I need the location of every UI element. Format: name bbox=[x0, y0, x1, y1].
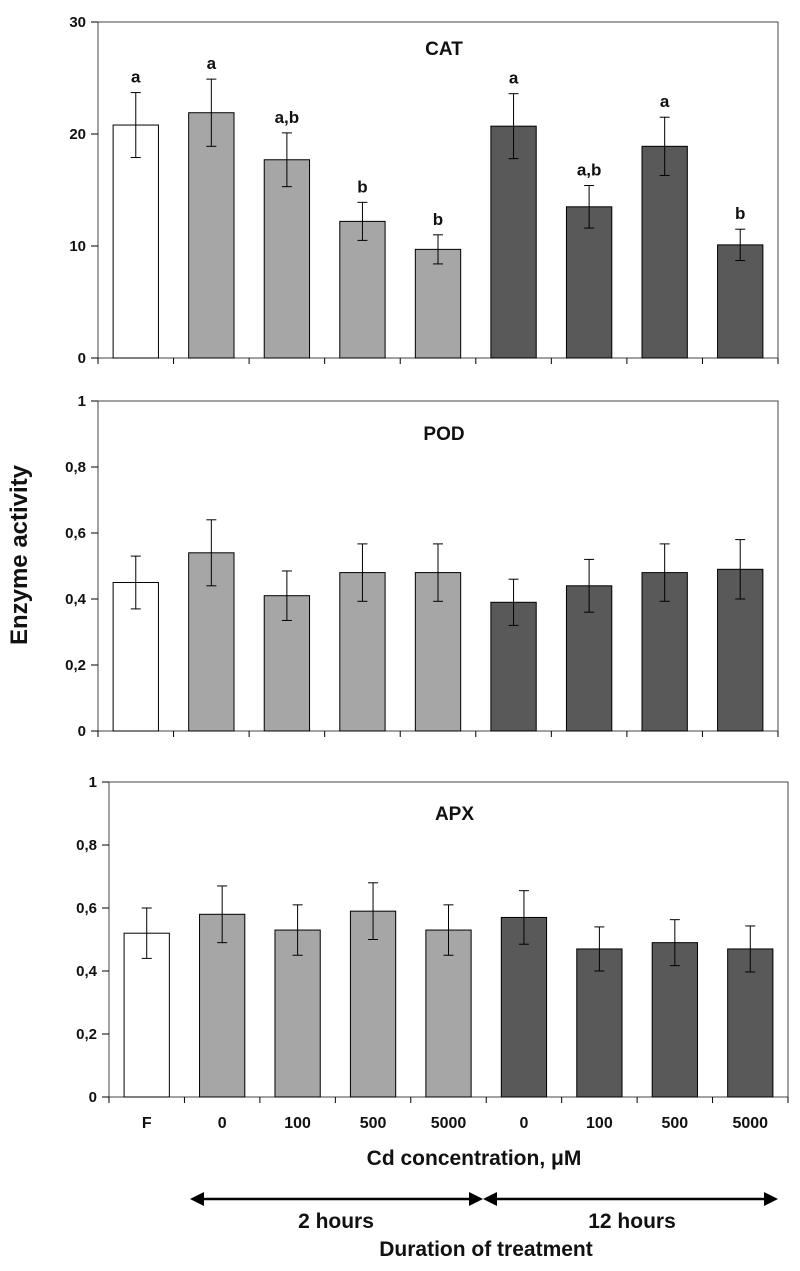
arrowhead-right bbox=[469, 1192, 483, 1206]
significance-label: a bbox=[131, 68, 141, 87]
bar bbox=[188, 112, 235, 359]
duration-arrows: 2 hours 12 hours bbox=[190, 1192, 778, 1233]
bar bbox=[576, 948, 623, 1098]
bar bbox=[490, 125, 537, 359]
y-tick-label: 0 bbox=[78, 350, 86, 367]
bar bbox=[490, 601, 537, 732]
panel-cat: 0 10 20 30 CAT a a a,b b b a a,b a b bbox=[69, 14, 779, 367]
bar bbox=[565, 206, 613, 359]
bar bbox=[425, 929, 472, 1098]
arrowhead-left bbox=[483, 1192, 497, 1206]
y-tick-label: 20 bbox=[69, 126, 86, 143]
bar bbox=[641, 145, 688, 359]
y-tick-label: 1 bbox=[78, 393, 86, 410]
x-tick-label: 100 bbox=[586, 1115, 613, 1132]
bar bbox=[123, 932, 170, 1098]
significance-label: b bbox=[735, 204, 745, 223]
y-tick-label: 0,4 bbox=[76, 963, 98, 980]
significance-label: a bbox=[509, 69, 519, 88]
bar bbox=[414, 248, 462, 359]
x-tick-label: 5000 bbox=[431, 1115, 467, 1132]
bar bbox=[263, 159, 311, 359]
y-tick-label: 10 bbox=[69, 238, 86, 255]
y-tick-label: 0 bbox=[89, 1089, 97, 1106]
y-tick-label: 0,6 bbox=[65, 525, 86, 542]
x-tick-label: 500 bbox=[360, 1115, 387, 1132]
y-axis-title: Enzyme activity bbox=[6, 464, 33, 645]
bar bbox=[339, 220, 386, 359]
significance-label: b bbox=[357, 177, 367, 196]
x-tick-label: F bbox=[142, 1115, 152, 1132]
panel-pod: 0 0,2 0,4 0,6 0,8 1 POD bbox=[65, 393, 779, 740]
y-tick-label: 0,6 bbox=[76, 900, 97, 917]
panel-title: POD bbox=[423, 424, 464, 445]
x-tick-label: 100 bbox=[284, 1115, 311, 1132]
arrowhead-right bbox=[764, 1192, 778, 1206]
bar bbox=[651, 942, 698, 1098]
bar bbox=[349, 910, 397, 1098]
significance-label: a bbox=[207, 54, 217, 73]
bar bbox=[112, 124, 159, 359]
y-tick-label: 0,8 bbox=[65, 459, 86, 476]
bar bbox=[274, 929, 321, 1098]
duration-group-label: 2 hours bbox=[298, 1210, 374, 1233]
panels: 0102030CATaaa,bbbaa,bab00,20,40,60,81POD… bbox=[65, 14, 789, 1132]
significance-label: b bbox=[433, 210, 443, 229]
significance-label: a bbox=[660, 92, 670, 111]
significance-label: a,b bbox=[275, 108, 300, 127]
y-tick-label: 0,2 bbox=[65, 657, 86, 674]
duration-title: Duration of treatment bbox=[379, 1238, 593, 1261]
panel-title: CAT bbox=[425, 39, 463, 60]
x-tick-label: 5000 bbox=[732, 1115, 768, 1132]
bar bbox=[500, 916, 548, 1098]
x-tick-label: 500 bbox=[661, 1115, 688, 1132]
duration-group-label: 12 hours bbox=[588, 1210, 676, 1233]
y-tick-label: 1 bbox=[89, 774, 97, 791]
panel-apx: 0 0,2 0,4 0,6 0,8 1 APX F 0 100 500 5000 0 100 500 5000 bbox=[76, 774, 789, 1132]
significance-label: a,b bbox=[577, 161, 602, 180]
x-tick-label: 0 bbox=[519, 1115, 528, 1132]
panel-title: APX bbox=[435, 804, 474, 825]
bar bbox=[717, 244, 764, 359]
y-tick-label: 30 bbox=[69, 14, 86, 31]
y-tick-label: 0,2 bbox=[76, 1026, 97, 1043]
x-tick-label: 0 bbox=[218, 1115, 227, 1132]
arrowhead-left bbox=[190, 1192, 204, 1206]
x-axis-title: Cd concentration, μM bbox=[367, 1147, 582, 1170]
y-tick-label: 0,4 bbox=[65, 591, 87, 608]
y-tick-label: 0,8 bbox=[76, 837, 97, 854]
y-tick-label: 0 bbox=[78, 723, 86, 740]
